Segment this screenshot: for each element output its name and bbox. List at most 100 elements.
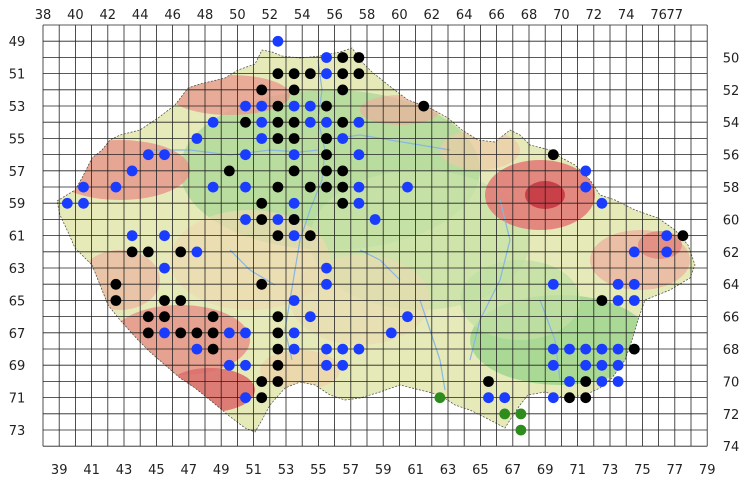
occurrence-point-blue <box>369 214 381 225</box>
occurrence-point-black <box>175 295 187 306</box>
occurrence-point-black <box>110 278 122 290</box>
x-tick-label-bottom: 77 <box>667 463 684 478</box>
x-tick-label-top: 44 <box>132 8 149 23</box>
y-tick-label-right: 64 <box>723 278 740 293</box>
occurrence-point-black <box>321 181 332 193</box>
x-tick-label-top: 77 <box>667 8 684 23</box>
occurrence-point-black <box>256 376 268 387</box>
occurrence-point-black <box>272 181 284 193</box>
occurrence-point-blue <box>402 181 413 193</box>
occurrence-point-blue <box>580 359 592 371</box>
occurrence-point-black <box>272 327 284 339</box>
occurrence-point-blue <box>159 262 170 274</box>
occurrence-point-blue <box>580 343 592 355</box>
occurrence-point-black <box>677 230 689 242</box>
occurrence-point-black <box>564 392 575 404</box>
x-tick-label-bottom: 39 <box>51 463 68 478</box>
y-tick-label-left: 53 <box>9 100 26 115</box>
occurrence-point-blue <box>612 376 624 387</box>
x-tick-label-bottom: 53 <box>278 463 295 478</box>
occurrence-point-black <box>142 246 154 258</box>
occurrence-point-blue <box>288 295 300 306</box>
occurrence-point-blue <box>78 181 89 193</box>
x-tick-label-bottom: 47 <box>181 463 198 478</box>
occurrence-point-black <box>321 165 332 177</box>
occurrence-point-blue <box>240 392 251 404</box>
occurrence-point-blue <box>580 165 592 177</box>
x-tick-label-top: 38 <box>35 8 52 23</box>
occurrence-point-blue <box>353 116 365 128</box>
occurrence-point-black <box>272 100 284 112</box>
occurrence-point-blue <box>207 116 219 128</box>
occurrence-point-black <box>580 376 592 387</box>
occurrence-point-blue <box>353 149 365 161</box>
x-tick-label-top: 76 <box>650 8 667 23</box>
occurrence-point-black <box>175 246 187 258</box>
occurrence-point-black <box>256 392 268 404</box>
occurrence-point-green <box>515 408 527 420</box>
occurrence-point-blue <box>483 392 494 404</box>
occurrence-point-green <box>434 392 446 404</box>
occurrence-point-blue <box>385 327 397 339</box>
occurrence-point-black <box>142 311 154 323</box>
x-tick-label-top: 60 <box>391 8 408 23</box>
occurrence-point-black <box>580 392 592 404</box>
occurrence-point-blue <box>110 181 122 193</box>
occurrence-point-black <box>191 327 203 339</box>
occurrence-point-black <box>418 100 430 112</box>
occurrence-point-blue <box>612 278 624 290</box>
y-tick-label-right: 72 <box>723 408 740 423</box>
occurrence-point-black <box>207 327 219 339</box>
x-tick-label-top: 66 <box>488 8 505 23</box>
occurrence-point-blue <box>288 230 300 242</box>
occurrence-point-blue <box>304 311 316 323</box>
x-tick-label-bottom: 69 <box>537 463 554 478</box>
occurrence-point-black <box>304 181 316 193</box>
x-tick-label-bottom: 79 <box>699 463 716 478</box>
occurrence-point-black <box>272 68 284 80</box>
occurrence-point-blue <box>223 327 235 339</box>
y-tick-label-right: 68 <box>723 343 740 358</box>
x-tick-label-bottom: 73 <box>602 463 619 478</box>
x-tick-label-top: 58 <box>359 8 376 23</box>
y-tick-label-right: 52 <box>723 84 740 99</box>
occurrence-point-black <box>288 133 300 144</box>
y-tick-label-left: 67 <box>9 327 26 342</box>
y-tick-label-left: 63 <box>9 262 26 277</box>
occurrence-point-black <box>337 181 349 193</box>
occurrence-point-blue <box>596 197 608 209</box>
grid-tick-labels: 38 40 42 44 46 48 50 52 54 56 58 60 62 64 66 68 70 72 74 76… <box>9 8 740 478</box>
x-tick-label-bottom: 43 <box>116 463 133 478</box>
occurrence-point-blue <box>321 262 332 274</box>
occurrence-point-blue <box>304 100 316 112</box>
occurrence-point-black <box>207 343 219 355</box>
y-tick-label-left: 61 <box>9 230 26 245</box>
occurrence-point-black <box>628 343 640 355</box>
occurrence-point-blue <box>288 327 300 339</box>
occurrence-point-blue <box>256 100 268 112</box>
occurrence-point-blue <box>612 295 624 306</box>
occurrence-point-blue <box>547 392 559 404</box>
occurrence-point-blue <box>126 165 138 177</box>
y-tick-label-right: 58 <box>723 181 740 196</box>
occurrence-point-black <box>159 295 170 306</box>
occurrence-point-blue <box>564 376 575 387</box>
occurrence-point-blue <box>272 35 284 47</box>
occurrence-point-blue <box>61 197 73 209</box>
occurrence-point-black <box>272 343 284 355</box>
x-tick-label-top: 48 <box>197 8 214 23</box>
occurrence-point-blue <box>337 133 349 144</box>
occurrence-point-black <box>337 84 349 96</box>
x-tick-label-top: 46 <box>164 8 181 23</box>
occurrence-point-black <box>126 246 138 258</box>
occurrence-point-blue <box>547 343 559 355</box>
occurrence-point-black <box>337 116 349 128</box>
occurrence-point-blue <box>321 68 332 80</box>
occurrence-point-blue <box>321 52 332 63</box>
occurrence-point-blue <box>321 343 332 355</box>
x-tick-label-bottom: 71 <box>569 463 586 478</box>
occurrence-point-black <box>240 116 251 128</box>
occurrence-point-blue <box>321 359 332 371</box>
x-tick-label-bottom: 55 <box>310 463 327 478</box>
occurrence-point-black <box>353 68 365 80</box>
